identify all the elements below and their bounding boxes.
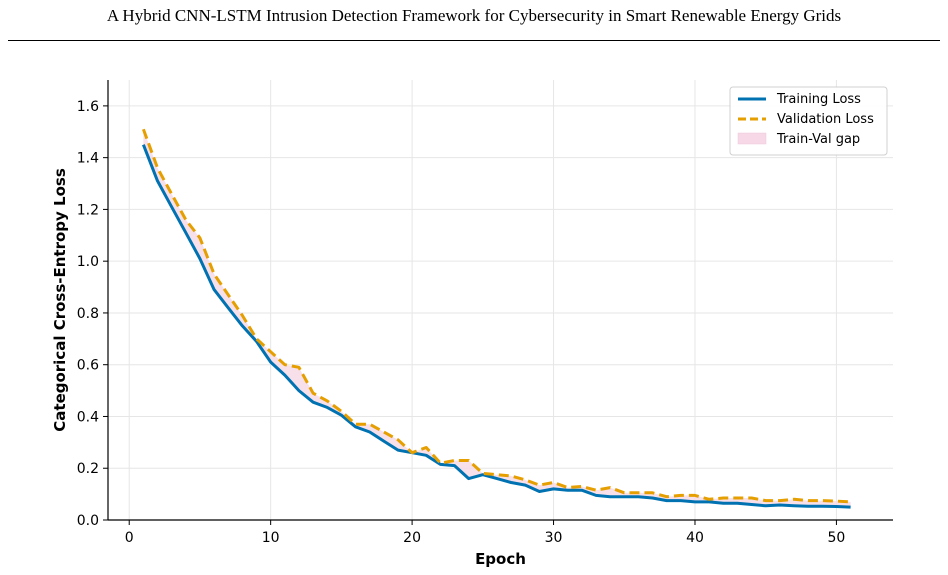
y-tick-label: 0.0 <box>77 513 99 529</box>
y-tick-label: 0.6 <box>77 358 99 374</box>
y-tick-label: 1.6 <box>77 99 99 115</box>
train-val-gap-area <box>143 129 851 508</box>
x-tick-label: 30 <box>545 530 563 546</box>
x-tick-label: 0 <box>125 530 134 546</box>
x-tick-label: 10 <box>262 530 280 546</box>
x-axis-title: Epoch <box>475 550 526 568</box>
legend-training-label: Training Loss <box>776 92 861 107</box>
y-tick-label: 1.4 <box>77 151 99 167</box>
y-tick-label: 0.2 <box>77 461 99 477</box>
validation-loss-line <box>141 128 851 504</box>
x-tick-label: 50 <box>828 530 846 546</box>
legend-validation-label: Validation Loss <box>777 112 874 127</box>
legend-gap-swatch <box>737 132 767 145</box>
x-tick-label: 20 <box>403 530 421 546</box>
legend-box <box>729 86 888 156</box>
y-axis-title: Categorical Cross-Entropy Loss <box>51 168 69 432</box>
y-tick-label: 0.8 <box>77 306 99 322</box>
x-tick-label: 40 <box>686 530 704 546</box>
legend-gap-label: Train-Val gap <box>776 132 860 147</box>
y-tick-label: 0.4 <box>77 409 99 425</box>
y-tick-label: 1.0 <box>77 254 99 270</box>
training-loss-line <box>142 144 851 509</box>
page-header: A Hybrid CNN-LSTM Intrusion Detection Fr… <box>106 6 842 25</box>
y-tick-label: 1.2 <box>77 202 99 218</box>
header-rule <box>8 40 940 41</box>
